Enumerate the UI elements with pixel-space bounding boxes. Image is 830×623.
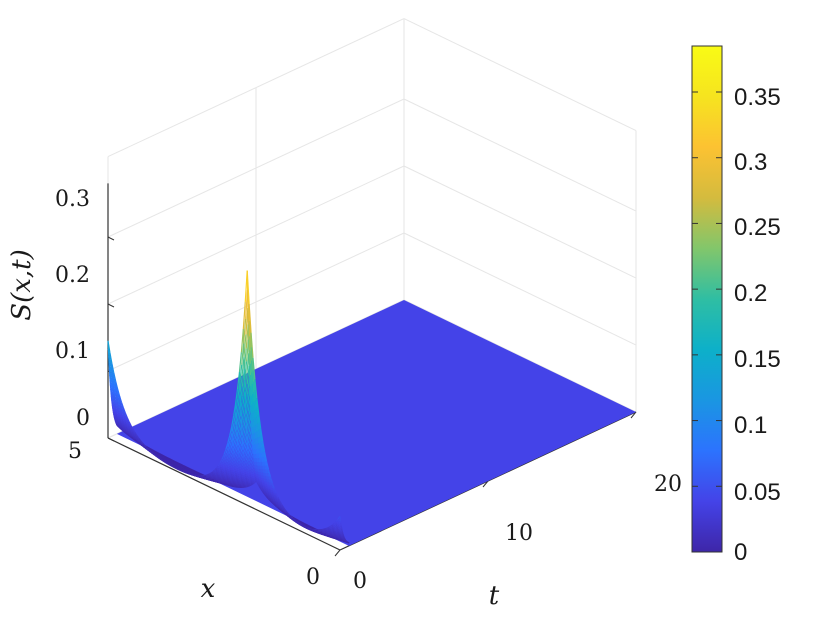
surface-mesh-segment — [331, 523, 335, 526]
surface-mesh-segment — [256, 398, 260, 415]
surface-mesh-segment — [219, 458, 223, 464]
grid-line — [403, 98, 637, 212]
surface-mesh-segment — [109, 352, 113, 364]
surface-mesh-segment — [283, 507, 287, 512]
surface-mesh-segment — [252, 357, 256, 380]
surface-mesh-segment — [187, 472, 190, 475]
surface-mesh-segment — [163, 461, 167, 464]
grid-line — [403, 232, 637, 346]
surface-mesh-segment — [279, 501, 283, 506]
surface-mesh-segment — [231, 480, 234, 483]
surface-mesh-segment — [299, 522, 302, 526]
surface-mesh-segment — [267, 469, 271, 477]
surface-mesh-segment — [206, 473, 209, 476]
x-axis-line — [107, 437, 341, 551]
surface-mesh-segment — [128, 421, 132, 427]
surface-mesh-segment — [238, 352, 242, 373]
surface-mesh-segment — [248, 303, 252, 333]
surface-mesh-segment — [117, 388, 121, 397]
surface-mesh-segment — [303, 525, 306, 528]
surface-mesh-segment — [179, 469, 182, 472]
surface-mesh-segment — [246, 484, 249, 487]
surface-mesh-segment — [242, 302, 246, 330]
grid-line — [403, 18, 637, 132]
surface-mesh-segment — [140, 440, 144, 444]
surface-mesh-segment — [250, 483, 253, 486]
surface-mesh-segment — [326, 529, 330, 532]
surface-mesh-segment — [231, 415, 235, 427]
surface-mesh-segment — [212, 470, 215, 473]
surface-mesh-segment — [227, 435, 231, 443]
time-tick-mark — [334, 549, 341, 557]
surface-mesh-segment — [264, 451, 268, 462]
z-tick-mark — [107, 303, 115, 308]
surface-mesh-segment — [223, 449, 227, 455]
time-tick-mark — [482, 480, 489, 488]
surface-mesh-segment — [175, 467, 178, 470]
surface-mesh-segment — [275, 493, 279, 498]
surface-mesh-segment — [328, 525, 331, 529]
surface-mesh-segment — [215, 465, 219, 469]
surface-mesh-segment — [271, 482, 275, 489]
surface-mesh-segment — [132, 429, 136, 433]
axes-grid — [107, 18, 637, 557]
surface-mesh-segment — [167, 463, 171, 466]
surface-mesh-segment — [124, 412, 128, 418]
surface-mesh-segment — [120, 402, 125, 409]
surface-mesh-segment — [159, 458, 163, 461]
time-tick-mark — [630, 411, 637, 419]
surface-mesh-segment — [171, 465, 175, 468]
surface-mesh-segment — [216, 476, 219, 479]
surface-mesh-segment — [341, 533, 344, 536]
grid-line — [403, 165, 637, 279]
surface-mesh-segment — [136, 435, 140, 439]
surface-mesh-segment — [208, 472, 211, 475]
surface-floor — [116, 300, 636, 546]
surface-mesh-segment — [260, 428, 264, 442]
surface-mesh-segment — [183, 471, 186, 474]
surface-plot — [107, 270, 636, 546]
z-tick-mark — [107, 437, 115, 442]
z-tick-mark — [107, 236, 115, 241]
surface-mesh-segment — [335, 518, 339, 522]
surface-mesh-segment — [235, 388, 239, 404]
surface-mesh-segment — [113, 372, 117, 382]
surface-mesh-segment — [287, 512, 291, 516]
